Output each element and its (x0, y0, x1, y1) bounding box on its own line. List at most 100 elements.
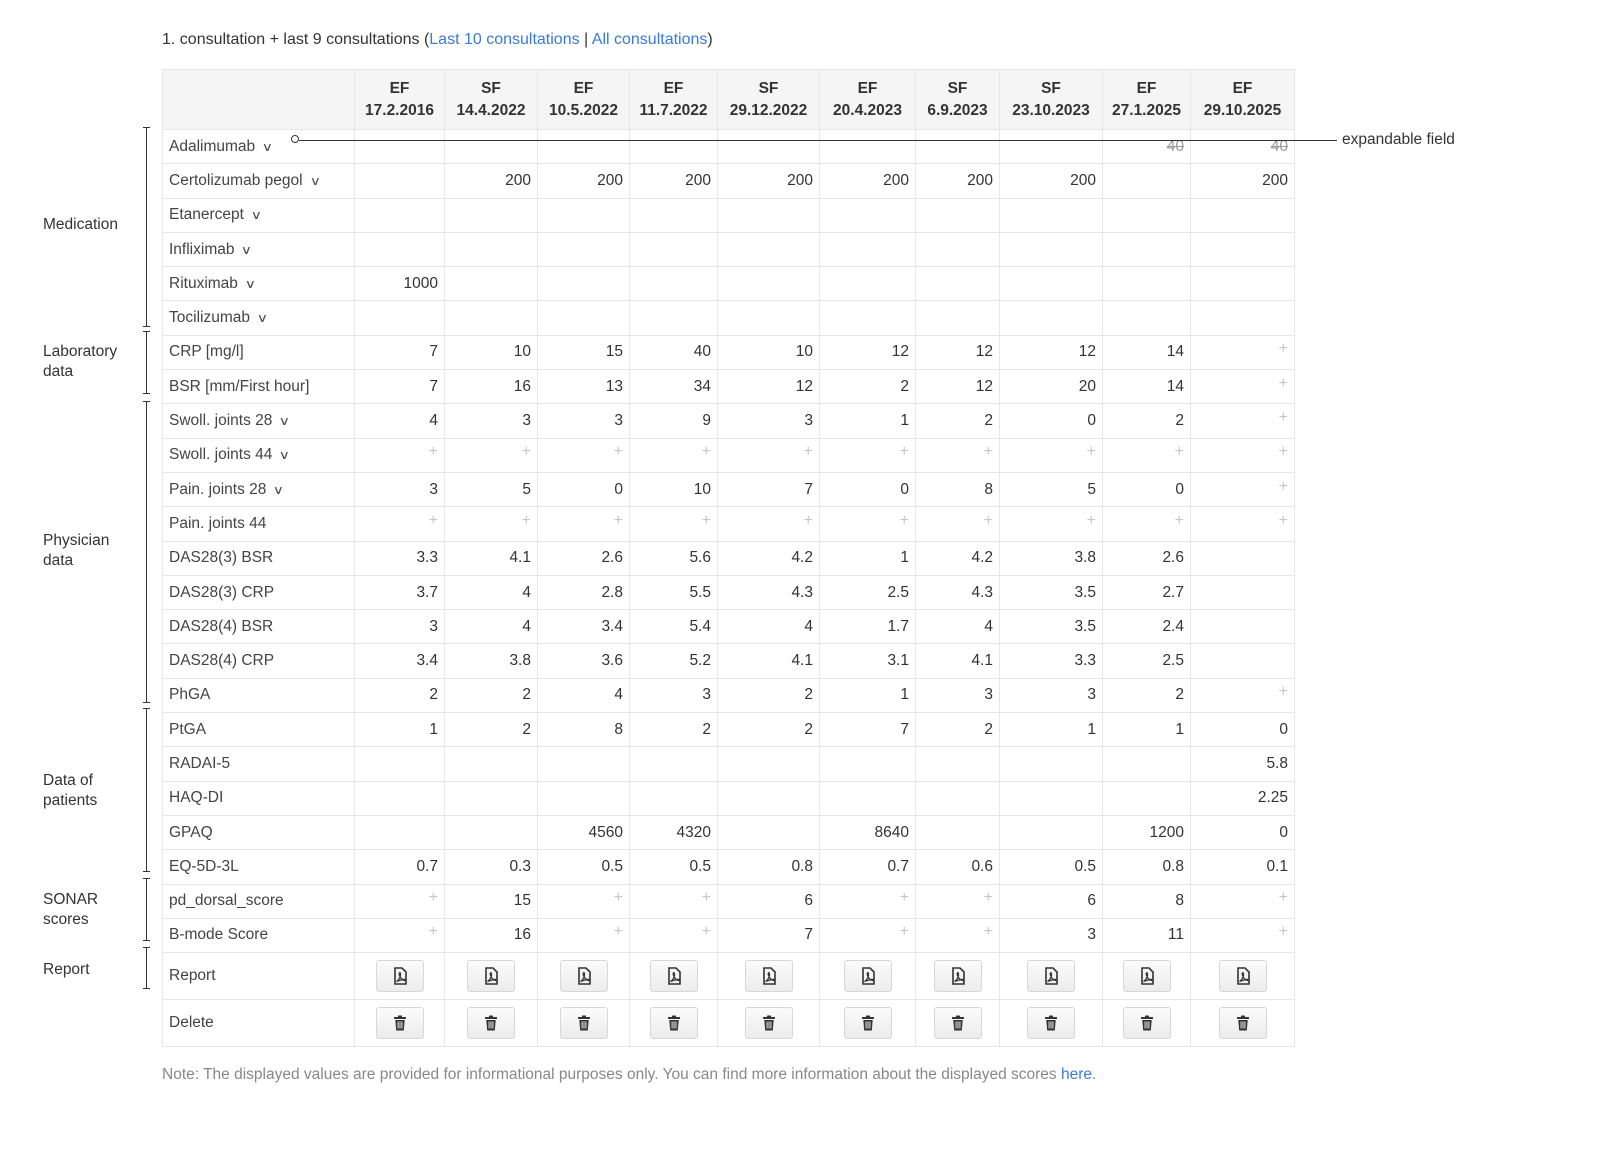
chevron-down-icon[interactable]: ∨ (309, 173, 321, 188)
add-value-cell[interactable]: + (629, 506, 718, 542)
add-value-cell[interactable]: + (629, 917, 718, 954)
report-pdf-button[interactable] (1027, 960, 1075, 993)
plus-icon[interactable]: + (613, 443, 623, 461)
chevron-down-icon[interactable]: ∨ (256, 311, 269, 326)
plus-icon[interactable]: + (1278, 511, 1288, 529)
add-value-cell[interactable]: + (1102, 506, 1191, 542)
add-value-cell[interactable]: + (915, 917, 1000, 954)
add-value-cell[interactable]: + (1190, 471, 1295, 508)
plus-icon[interactable]: + (1278, 889, 1288, 907)
plus-icon[interactable]: + (983, 511, 993, 529)
add-value-cell[interactable]: + (819, 917, 916, 954)
plus-icon[interactable]: + (613, 511, 623, 529)
chevron-down-icon[interactable]: ∨ (250, 208, 263, 223)
add-value-cell[interactable]: + (629, 883, 718, 919)
all-consultations-link[interactable]: All consultations (591, 31, 708, 48)
report-pdf-button[interactable] (1122, 960, 1171, 993)
add-value-cell[interactable]: + (717, 506, 820, 542)
add-value-cell[interactable]: + (354, 883, 445, 919)
plus-icon[interactable]: + (1278, 409, 1288, 427)
footnote-here-link[interactable]: here (1060, 1066, 1092, 1083)
plus-icon[interactable]: + (428, 511, 438, 529)
report-pdf-button[interactable] (559, 960, 608, 993)
add-value-cell[interactable]: + (1190, 917, 1295, 954)
plus-icon[interactable]: + (983, 923, 993, 941)
add-value-cell[interactable]: + (999, 506, 1103, 542)
plus-icon[interactable]: + (899, 923, 909, 941)
plus-icon[interactable]: + (983, 889, 993, 907)
delete-button[interactable] (933, 1007, 982, 1040)
add-value-cell[interactable]: + (444, 437, 538, 473)
add-value-cell[interactable]: + (354, 917, 445, 954)
add-value-cell[interactable]: + (1190, 883, 1295, 919)
report-pdf-button[interactable] (843, 960, 892, 993)
last-10-consultations-link[interactable]: Last 10 consultations (429, 31, 580, 48)
plus-icon[interactable]: + (521, 511, 531, 529)
row-label-cell[interactable]: Etanercept ∨ (162, 197, 355, 233)
plus-icon[interactable]: + (1278, 477, 1288, 495)
plus-icon[interactable]: + (428, 889, 438, 907)
plus-icon[interactable]: + (613, 923, 623, 941)
plus-icon[interactable]: + (701, 889, 711, 907)
plus-icon[interactable]: + (1278, 340, 1288, 358)
plus-icon[interactable]: + (1278, 923, 1288, 941)
add-value-cell[interactable]: + (1190, 334, 1295, 371)
plus-icon[interactable]: + (428, 443, 438, 461)
delete-button[interactable] (1122, 1007, 1171, 1040)
delete-button[interactable] (375, 1007, 424, 1040)
add-value-cell[interactable]: + (819, 883, 916, 919)
add-value-cell[interactable]: + (915, 883, 1000, 919)
delete-button[interactable] (1218, 1007, 1267, 1040)
report-pdf-button[interactable] (1218, 960, 1267, 993)
report-pdf-button[interactable] (467, 960, 515, 993)
add-value-cell[interactable]: + (1190, 506, 1295, 542)
row-label-cell[interactable]: Swoll. joints 44 ∨ (162, 437, 355, 473)
add-value-cell[interactable]: + (717, 437, 820, 473)
add-value-cell[interactable]: + (1190, 677, 1295, 714)
add-value-cell[interactable]: + (537, 917, 630, 954)
add-value-cell[interactable]: + (1102, 437, 1191, 473)
add-value-cell[interactable]: + (537, 883, 630, 919)
plus-icon[interactable]: + (1278, 374, 1288, 392)
add-value-cell[interactable]: + (1190, 369, 1295, 405)
row-label-cell[interactable]: Infliximab ∨ (162, 231, 355, 268)
chevron-down-icon[interactable]: ∨ (279, 448, 291, 463)
plus-icon[interactable]: + (701, 443, 711, 461)
report-pdf-button[interactable] (375, 960, 424, 993)
delete-button[interactable] (467, 1007, 515, 1040)
plus-icon[interactable]: + (899, 443, 909, 461)
report-pdf-button[interactable] (933, 960, 982, 993)
plus-icon[interactable]: + (428, 923, 438, 941)
add-value-cell[interactable]: + (915, 437, 1000, 473)
plus-icon[interactable]: + (701, 923, 711, 941)
chevron-down-icon[interactable]: ∨ (241, 242, 253, 257)
add-value-cell[interactable]: + (819, 437, 916, 473)
plus-icon[interactable]: + (803, 443, 813, 461)
row-label-cell[interactable]: Rituximab ∨ (162, 266, 355, 302)
plus-icon[interactable]: + (1086, 443, 1096, 461)
add-value-cell[interactable]: + (999, 437, 1103, 473)
plus-icon[interactable]: + (521, 443, 531, 461)
row-label-cell[interactable]: Pain. joints 28 ∨ (162, 471, 355, 508)
report-pdf-button[interactable] (744, 960, 793, 993)
plus-icon[interactable]: + (899, 511, 909, 529)
add-value-cell[interactable]: + (629, 437, 718, 473)
add-value-cell[interactable]: + (537, 506, 630, 542)
row-label-cell[interactable]: Swoll. joints 28 ∨ (162, 403, 355, 439)
report-pdf-button[interactable] (649, 960, 698, 993)
add-value-cell[interactable]: + (354, 506, 445, 542)
add-value-cell[interactable]: + (444, 506, 538, 542)
plus-icon[interactable]: + (1086, 511, 1096, 529)
plus-icon[interactable]: + (701, 511, 711, 529)
row-label-cell[interactable]: Tocilizumab ∨ (162, 300, 355, 336)
plus-icon[interactable]: + (1174, 511, 1184, 529)
chevron-down-icon[interactable]: ∨ (261, 139, 274, 154)
delete-button[interactable] (559, 1007, 608, 1040)
plus-icon[interactable]: + (1174, 443, 1184, 461)
plus-icon[interactable]: + (1278, 683, 1288, 701)
chevron-down-icon[interactable]: ∨ (279, 414, 291, 429)
delete-button[interactable] (649, 1007, 698, 1040)
add-value-cell[interactable]: + (915, 506, 1000, 542)
plus-icon[interactable]: + (899, 889, 909, 907)
chevron-down-icon[interactable]: ∨ (244, 276, 257, 291)
